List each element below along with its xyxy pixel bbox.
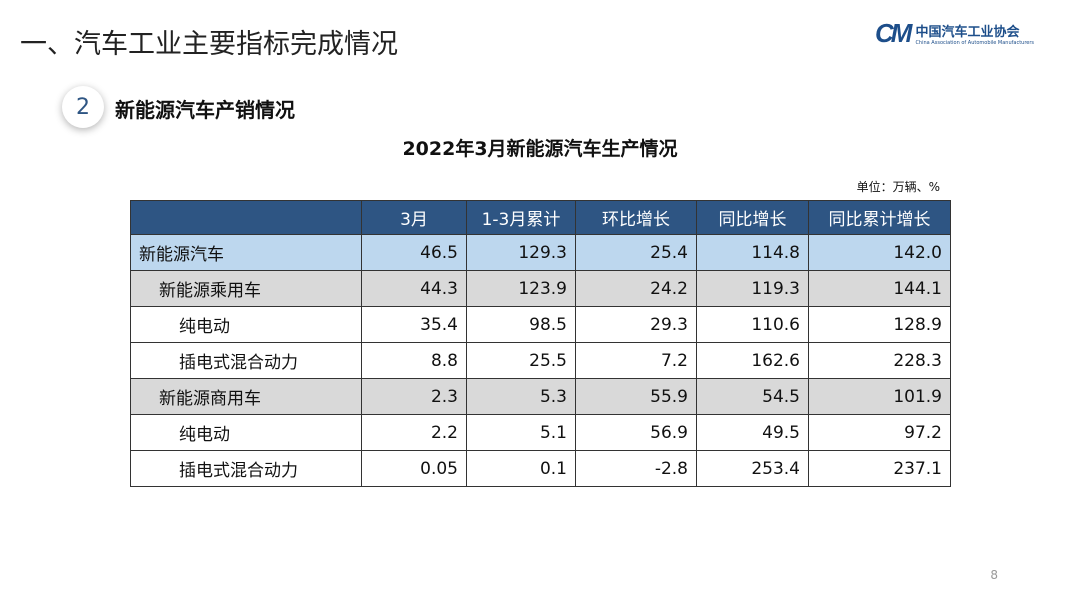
cell-value: 5.1: [466, 414, 576, 451]
section-number: 2: [62, 86, 104, 128]
cell-value: 7.2: [575, 342, 697, 379]
cell-value: 54.5: [696, 378, 809, 415]
cell-value: 162.6: [696, 342, 809, 379]
table-row: 纯电动 35.4 98.5 29.3 110.6 128.9: [130, 306, 951, 343]
table-row: 插电式混合动力 0.05 0.1 -2.8 253.4 237.1: [130, 450, 951, 487]
page-number: 8: [990, 568, 998, 582]
cell-value: 29.3: [575, 306, 697, 343]
cell-value: 49.5: [696, 414, 809, 451]
row-name: 新能源乘用车: [130, 270, 362, 307]
table-header: 3月 1-3月累计 环比增长 同比增长 同比累计增长: [130, 200, 951, 235]
cell-value: 25.4: [575, 234, 697, 271]
cell-value: 97.2: [808, 414, 951, 451]
cell-value: 8.8: [361, 342, 467, 379]
cell-value: 5.3: [466, 378, 576, 415]
cell-value: 142.0: [808, 234, 951, 271]
cell-value: 253.4: [696, 450, 809, 487]
cell-value: 101.9: [808, 378, 951, 415]
row-name: 新能源汽车: [130, 234, 362, 271]
cell-value: -2.8: [575, 450, 697, 487]
table-row: 新能源乘用车 44.3 123.9 24.2 119.3 144.1: [130, 270, 951, 307]
production-table: 3月 1-3月累计 环比增长 同比增长 同比累计增长 新能源汽车 46.5 129.3 25.…: [130, 200, 951, 487]
column-header: 同比增长: [696, 200, 809, 235]
table-row: 新能源汽车 46.5 129.3 25.4 114.8 142.0: [130, 234, 951, 271]
table-title: 2022年3月新能源汽车生产情况: [402, 138, 678, 160]
cell-value: 128.9: [808, 306, 951, 343]
cell-value: 2.2: [361, 414, 467, 451]
cell-value: 110.6: [696, 306, 809, 343]
section-title: 新能源汽车产销情况: [115, 98, 295, 122]
row-name: 插电式混合动力: [130, 450, 362, 487]
cell-value: 123.9: [466, 270, 576, 307]
cell-value: 228.3: [808, 342, 951, 379]
table-row: 纯电动 2.2 5.1 56.9 49.5 97.2: [130, 414, 951, 451]
cell-value: 144.1: [808, 270, 951, 307]
cell-value: 25.5: [466, 342, 576, 379]
row-name: 新能源商用车: [130, 378, 362, 415]
cell-value: 2.3: [361, 378, 467, 415]
cell-value: 119.3: [696, 270, 809, 307]
cell-value: 114.8: [696, 234, 809, 271]
table-row: 新能源商用车 2.3 5.3 55.9 54.5 101.9: [130, 378, 951, 415]
cell-value: 35.4: [361, 306, 467, 343]
cell-value: 46.5: [361, 234, 467, 271]
cell-value: 0.05: [361, 450, 467, 487]
unit-label: 单位：万辆、%: [856, 180, 940, 194]
cell-value: 55.9: [575, 378, 697, 415]
table-row: 插电式混合动力 8.8 25.5 7.2 162.6 228.3: [130, 342, 951, 379]
caam-logo: CM 中国汽车工业协会 China Association of Automob…: [875, 18, 1034, 49]
cell-value: 44.3: [361, 270, 467, 307]
logo-cn: 中国汽车工业协会: [915, 25, 1020, 40]
cell-value: 237.1: [808, 450, 951, 487]
cell-value: 0.1: [466, 450, 576, 487]
slide-title: 一、汽车工业主要指标完成情况: [20, 29, 398, 60]
column-header: 3月: [361, 200, 467, 235]
cell-value: 56.9: [575, 414, 697, 451]
logo-en: China Association of Automobile Manufact…: [915, 40, 1035, 46]
row-name: 纯电动: [130, 414, 362, 451]
row-name: 纯电动: [130, 306, 362, 343]
row-name: 插电式混合动力: [130, 342, 362, 379]
cell-value: 129.3: [466, 234, 576, 271]
column-header: 同比累计增长: [808, 200, 951, 235]
column-header: 环比增长: [575, 200, 697, 235]
cell-value: 98.5: [466, 306, 576, 343]
column-header: [130, 200, 362, 235]
column-header: 1-3月累计: [466, 200, 576, 235]
logo-mark: CM: [875, 18, 912, 48]
cell-value: 24.2: [575, 270, 697, 307]
